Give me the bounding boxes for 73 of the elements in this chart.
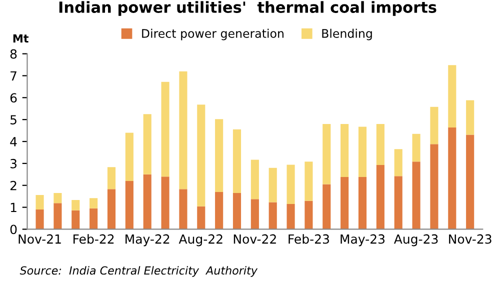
bar — [466, 134, 474, 230]
x-tick-label: Aug-22 — [178, 234, 222, 246]
bar — [358, 177, 367, 230]
bar — [72, 210, 80, 230]
x-tick-label: Nov-23 — [449, 234, 492, 244]
bar — [394, 149, 402, 176]
chart-title: Indian power utilities' thermal coal imports — [59, 1, 436, 16]
bar — [286, 164, 295, 204]
bar — [448, 65, 456, 128]
bar — [36, 195, 44, 210]
bar — [358, 126, 367, 178]
bar — [322, 184, 331, 230]
x-tick-label: May-22 — [126, 234, 170, 246]
bar — [340, 177, 349, 230]
bar — [340, 124, 349, 178]
bar — [90, 208, 98, 230]
bar — [161, 176, 170, 230]
bar — [36, 209, 44, 230]
bar — [215, 119, 224, 192]
bar — [250, 199, 259, 230]
y-tick-label: 4 — [10, 137, 17, 146]
legend-label: Direct power generation — [142, 28, 284, 40]
bar — [197, 104, 206, 206]
bar — [376, 124, 384, 165]
y-tick-label: 8 — [10, 49, 17, 59]
x-tick-label: Nov-21 — [18, 234, 61, 244]
bar — [304, 200, 313, 230]
x-tick-label: Nov-22 — [234, 234, 276, 244]
x-tick-label: Aug-23 — [394, 234, 438, 246]
bar — [268, 168, 277, 202]
bar — [412, 162, 420, 230]
bar — [466, 100, 474, 135]
y-tick-label: 1 — [10, 202, 16, 212]
bar — [304, 162, 313, 201]
legend-label: Blending — [322, 28, 372, 40]
bar — [161, 82, 170, 177]
y-tick-label: 7 — [10, 71, 16, 80]
bar — [72, 200, 80, 210]
bar — [286, 204, 295, 230]
bar — [215, 192, 224, 230]
x-tick-label: Feb-22 — [74, 234, 114, 244]
bar — [125, 132, 134, 181]
y-tick-label: 0 — [10, 224, 17, 234]
bar — [394, 176, 402, 230]
bar — [430, 106, 438, 144]
bar — [250, 160, 259, 200]
bar — [107, 189, 116, 230]
bar — [412, 134, 420, 162]
bar — [179, 189, 188, 230]
bar — [197, 206, 206, 230]
bar — [125, 180, 134, 230]
y-axis-title: Mt — [13, 34, 28, 42]
x-tick-label: May-23 — [340, 234, 385, 246]
y-tick-label: 3 — [10, 158, 16, 168]
bar — [376, 164, 384, 230]
bar — [430, 144, 438, 230]
bar — [179, 71, 188, 190]
y-tick-label: 6 — [10, 93, 17, 103]
y-tick-label: 5 — [10, 115, 16, 124]
bar — [322, 124, 331, 184]
bar — [90, 198, 98, 208]
y-tick-label: 2 — [10, 180, 16, 190]
bar — [143, 114, 152, 174]
bar — [143, 174, 152, 230]
bar — [232, 129, 242, 194]
bar — [268, 202, 277, 230]
bar — [232, 193, 242, 230]
source-note: Source: India Central Electricity Authority — [20, 266, 258, 277]
bar — [107, 167, 116, 190]
x-tick-label: Feb-23 — [288, 234, 329, 244]
bar — [54, 203, 62, 230]
bar — [54, 193, 62, 204]
bar — [448, 127, 456, 230]
